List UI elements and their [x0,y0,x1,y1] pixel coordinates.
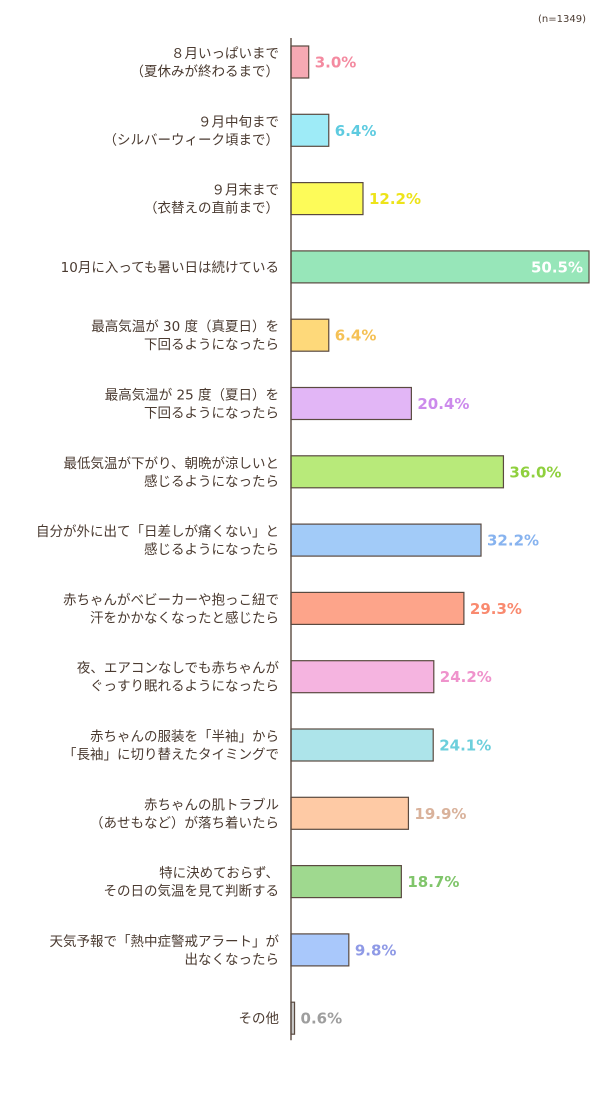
category-label: 下回るようになったら [144,337,279,353]
data-label: 24.2% [440,668,492,686]
data-label: 20.4% [417,395,469,413]
bar [290,523,482,557]
data-label: 18.7% [407,873,459,891]
bar [290,660,435,694]
category-label: 感じるようになったら [144,473,279,490]
bar [290,728,434,762]
category-label: 最低気温が下がり、朝晩が涼しいと [64,456,279,472]
sample-size-note: (n=1349) [538,14,586,25]
data-label: 6.4% [335,122,377,140]
category-label: 赤ちゃんの肌トラブル [144,796,279,813]
bars-layer: 3.0% ８月いっぱいまで （夏休みが終わるまで） 6.4% ９月中旬まで （シルバーウィ… [36,38,590,1041]
category-label: 赤ちゃんがベビーカーや抱っこ紐で [63,592,279,608]
category-label: （夏休みが終わるまで） [131,64,280,80]
category-label: （衣替えの直前まで） [144,200,279,217]
data-label: 24.1% [439,737,491,755]
category-label: 自分が外に出て「日差しが痛くない」と [36,523,279,540]
category-label: 感じるようになったら [144,541,279,558]
category-label: ぐっすり眠れるようになったら [90,679,279,695]
data-label: 3.0% [315,54,357,72]
bar [290,455,505,489]
bar [290,386,412,421]
category-label: 「長袖」に切り替えたタイミングで [63,747,279,763]
data-label: 19.9% [414,805,466,823]
data-label: 36.0% [509,463,561,481]
category-label: 夜、エアコンなしでも赤ちゃんが [77,661,280,677]
data-label: 6.4% [335,327,377,345]
bar [290,113,330,147]
bar [290,933,350,967]
category-label: 最高気温が 25 度（夏日）を [105,387,279,404]
category-label: （あせもなど）が落ち着いたら [90,814,279,831]
category-label: 下回るようになったら [144,406,279,422]
category-label: ９月末まで [212,183,280,199]
bar [290,864,402,899]
data-label: 50.5% [531,258,583,276]
data-label: 9.8% [355,941,397,959]
category-label: その他 [239,1011,280,1027]
category-label: 赤ちゃんの服装を「半袖」から [90,729,279,745]
data-label: 0.6% [301,1010,343,1028]
data-label: 12.2% [369,190,421,208]
bar [290,250,590,284]
bar [290,796,410,830]
bar [290,591,465,626]
category-label: 特に決めておらず、 [159,866,279,882]
bar [290,318,330,352]
category-label: 最高気温が 30 度（真夏日）を [91,318,279,335]
category-label: 10月に入っても暑い日は続けている [61,260,279,276]
category-label: 汗をかかなくなったと感じたら [90,609,279,626]
category-label: ８月いっぱいまで [171,46,279,62]
data-label: 32.2% [487,532,539,550]
category-label: その日の気温を見て判断する [104,884,280,900]
category-label: 天気予報で「熱中症警戒アラート」が [50,934,280,950]
bar [290,45,310,79]
data-label: 29.3% [470,600,522,618]
category-label: 出なくなったら [185,952,280,968]
bar [290,182,364,216]
category-label: （シルバーウィーク頃まで） [104,132,280,148]
category-label: ９月中旬まで [198,114,279,130]
